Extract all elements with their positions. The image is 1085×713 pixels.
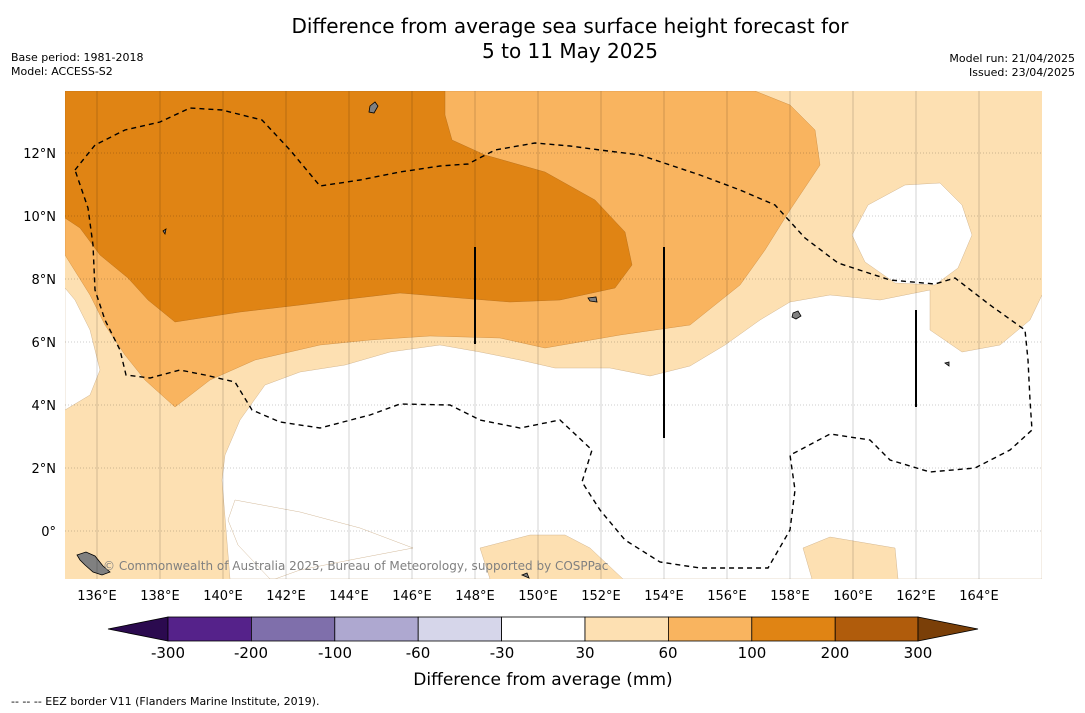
lat-label: 2°N xyxy=(32,462,57,477)
lon-label: 156°E xyxy=(707,589,747,604)
latitude-labels: 12°N 10°N 8°N 6°N 4°N 2°N 0° xyxy=(23,147,56,540)
colorbar-ticks: -300 -200 -100 -60 -30 30 60 100 200 300 xyxy=(151,644,932,662)
eez-limit-lines xyxy=(474,247,917,438)
lat-label: 12°N xyxy=(23,147,56,162)
colorbar-bin xyxy=(668,616,753,642)
longitude-gridlines xyxy=(96,91,980,579)
colorbar-tick: 200 xyxy=(821,644,850,662)
latitude-gridlines xyxy=(65,152,1042,532)
colorbar-bin xyxy=(834,616,919,642)
contour-neutral-zone-ne xyxy=(851,182,973,286)
colorbar-tick: -30 xyxy=(490,644,515,662)
colorbar-title: Difference from average (mm) xyxy=(413,670,672,690)
lon-label: 162°E xyxy=(896,589,936,604)
colorbar xyxy=(107,616,979,642)
lon-label: 136°E xyxy=(77,589,117,604)
title-line-2: 5 to 11 May 2025 xyxy=(482,39,658,63)
meta-left: Base period: 1981-2018 Model: ACCESS-S2 xyxy=(11,51,143,79)
lon-label: 146°E xyxy=(392,589,432,604)
lon-label: 144°E xyxy=(329,589,369,604)
eez-borders xyxy=(74,107,1033,569)
longitude-labels: 136°E 138°E 140°E 142°E 144°E 146°E 148°… xyxy=(77,589,999,604)
colorbar-tick: 300 xyxy=(904,644,933,662)
lon-label: 164°E xyxy=(959,589,999,604)
lat-label: 6°N xyxy=(32,336,57,351)
lat-label: 8°N xyxy=(32,273,57,288)
lat-label: 4°N xyxy=(32,399,57,414)
lat-label: 10°N xyxy=(23,210,56,225)
islands xyxy=(76,101,950,579)
lon-label: 160°E xyxy=(833,589,873,604)
lon-label: 158°E xyxy=(770,589,810,604)
lon-label: 152°E xyxy=(581,589,621,604)
lon-label: 140°E xyxy=(203,589,243,604)
lon-label: 154°E xyxy=(644,589,684,604)
colorbar-bin xyxy=(334,616,419,642)
colorbar-tick: 30 xyxy=(575,644,594,662)
colorbar-tick: -300 xyxy=(151,644,185,662)
lon-label: 138°E xyxy=(140,589,180,604)
colorbar-tick: -60 xyxy=(406,644,431,662)
chart-title: Difference from average sea surface heig… xyxy=(0,14,1085,64)
lat-label: 0° xyxy=(41,525,56,540)
lon-label: 142°E xyxy=(266,589,306,604)
colorbar-tick: 60 xyxy=(658,644,677,662)
colorbar-bin xyxy=(250,616,336,642)
colorbar-extend-low xyxy=(107,616,169,642)
colorbar-tick: 100 xyxy=(738,644,767,662)
colorbar-extend-high xyxy=(917,616,979,642)
contour-100-200 xyxy=(65,91,633,323)
contour-neutral-zone-w xyxy=(65,287,101,411)
colorbar-bin xyxy=(417,616,503,642)
colorbar-bin xyxy=(167,616,252,642)
colorbar-bin xyxy=(751,616,836,642)
map-area xyxy=(65,91,1042,579)
meta-right: Model run: 21/04/2025 Issued: 23/04/2025 xyxy=(949,52,1075,80)
lon-label: 148°E xyxy=(455,589,495,604)
colorbar-bin xyxy=(584,616,669,642)
colorbar-tick: -200 xyxy=(234,644,268,662)
model-name: Model: ACCESS-S2 xyxy=(11,65,113,78)
lon-label: 150°E xyxy=(518,589,558,604)
model-run: Model run: 21/04/2025 xyxy=(949,52,1075,65)
contour-neutral-zone xyxy=(221,289,1042,579)
copyright-watermark: © Commonwealth of Australia 2025, Bureau… xyxy=(103,559,608,573)
eez-footnote: -- -- -- EEZ border V11 (Flanders Marine… xyxy=(11,695,320,708)
colorbar-tick: -100 xyxy=(318,644,352,662)
colorbar-bin xyxy=(501,616,586,642)
issued-date: Issued: 23/04/2025 xyxy=(968,66,1075,79)
title-line-1: Difference from average sea surface heig… xyxy=(291,14,849,38)
base-period: Base period: 1981-2018 xyxy=(11,51,144,64)
